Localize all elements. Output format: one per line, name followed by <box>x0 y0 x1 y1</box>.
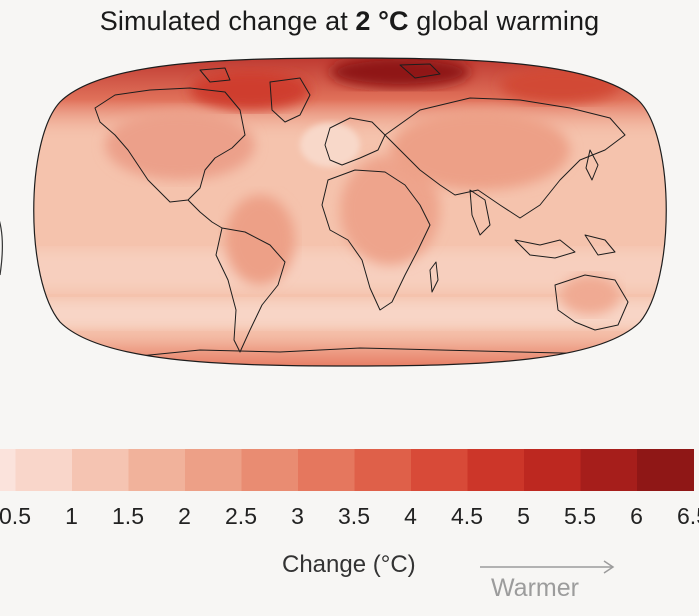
colorbar-tick-label: 3 <box>291 503 304 529</box>
title-suffix: global warming <box>408 6 600 36</box>
temperature-field <box>33 58 667 366</box>
colorbar-tick-label: 2.5 <box>225 503 257 529</box>
colorbar-segment <box>580 449 638 491</box>
warmer-arrow-icon <box>480 560 615 574</box>
colorbar-segment <box>185 449 242 491</box>
colorbar-tick-label: 2 <box>178 503 191 529</box>
colorbar-segment <box>128 449 186 491</box>
colorbar-tick-label: 1 <box>65 503 78 529</box>
title-prefix: Simulated change at <box>99 6 356 36</box>
colorbar <box>0 449 694 491</box>
colorbar-ticks: 0.5 1 1.5 2 2.5 3 3.5 4 4.5 5 5.5 6 6.5 <box>0 503 699 537</box>
globe-outline <box>33 57 667 367</box>
colorbar-label: Change (°C) <box>282 551 416 578</box>
map-title: Simulated change at 2 °C global warming <box>0 6 699 37</box>
colorbar-tick-label: 5 <box>517 503 530 529</box>
colorbar-tick-label: 6 <box>630 503 643 529</box>
warmer-label: Warmer <box>491 574 579 602</box>
colorbar-segment <box>0 449 16 491</box>
colorbar-tick-label: 5.5 <box>564 503 596 529</box>
colorbar-tick-label: 0.5 <box>0 503 31 529</box>
colorbar-segment <box>241 449 299 491</box>
colorbar-tick-label: 4 <box>404 503 417 529</box>
colorbar-segment <box>411 449 468 491</box>
colorbar-tick-label: 3.5 <box>338 503 370 529</box>
colorbar-segment <box>637 449 694 491</box>
colorbar-segment <box>72 449 129 491</box>
neighbor-map-edge <box>0 220 3 276</box>
colorbar-tick-label: 6.5 <box>677 503 699 529</box>
colorbar-segment <box>354 449 412 491</box>
colorbar-segment <box>524 449 581 491</box>
colorbar-tick-label: 1.5 <box>112 503 144 529</box>
colorbar-segment <box>15 449 73 491</box>
title-bold-value: 2 °C <box>355 6 409 36</box>
colorbar-segment <box>467 449 525 491</box>
colorbar-tick-label: 4.5 <box>451 503 483 529</box>
world-map <box>0 57 667 367</box>
colorbar-segment <box>298 449 355 491</box>
